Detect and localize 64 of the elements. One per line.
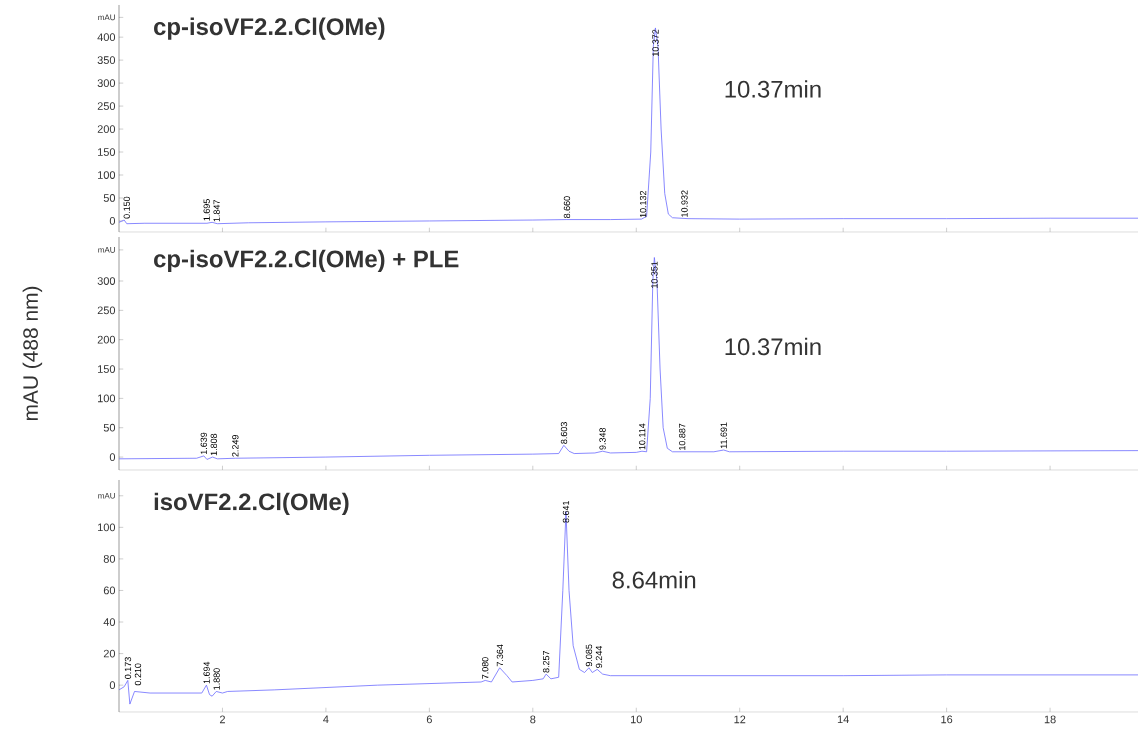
y-tick-label: 60 bbox=[103, 586, 116, 595]
annotation: 1.639 bbox=[200, 432, 207, 455]
y-tick-label: 200 bbox=[97, 335, 116, 344]
x-tick-label: 2 bbox=[219, 715, 225, 724]
annotation: 9.085 bbox=[585, 644, 593, 667]
annotation: 8.641 bbox=[562, 500, 570, 523]
y-tick-label: 150 bbox=[98, 148, 116, 156]
annotation: 0.210 bbox=[134, 663, 142, 686]
annotation: 11.691 bbox=[720, 422, 727, 449]
y-tick-label: 150 bbox=[98, 365, 116, 373]
y-tick-label: 20 bbox=[103, 649, 116, 658]
annotation: 8.257 bbox=[542, 650, 550, 673]
annotation: 10.372 bbox=[652, 29, 659, 56]
annotation: 10.37min bbox=[725, 80, 821, 98]
annotation: 1.847 bbox=[213, 200, 220, 222]
annotation: 10.887 bbox=[678, 423, 686, 450]
annotation: 10.932 bbox=[681, 190, 688, 217]
y-tick-label: 80 bbox=[103, 555, 116, 563]
annotation: 1.694 bbox=[203, 661, 210, 684]
annotation: 10.351 bbox=[651, 261, 658, 288]
x-tick-label: 6 bbox=[426, 715, 432, 724]
chart-title: cp-isoVF2.2.Cl(OMe) bbox=[154, 17, 385, 40]
y-tick-label: 0 bbox=[109, 681, 116, 690]
annotation: 8.603 bbox=[560, 422, 568, 444]
y-tick-label: 0 bbox=[109, 217, 116, 225]
annotation: 1.695 bbox=[203, 199, 210, 221]
y-tick-label: 300 bbox=[97, 277, 116, 285]
y-tick-label: 400 bbox=[97, 33, 116, 42]
x-tick-label: 12 bbox=[734, 715, 746, 724]
annotation: 0.150 bbox=[123, 196, 130, 219]
x-tick-label: 10 bbox=[631, 715, 642, 724]
x-tick-label: 4 bbox=[323, 715, 329, 724]
y-tick-label: 100 bbox=[98, 394, 116, 403]
y-tick-label: 50 bbox=[103, 423, 116, 432]
x-tick-label: 18 bbox=[1044, 715, 1056, 724]
text: cp-isoVF2.2.Cl(OMe) + PLE bbox=[154, 249, 459, 273]
annotation: 2.249 bbox=[232, 435, 239, 457]
annotation: 9.244 bbox=[595, 646, 603, 668]
x-tick-label: 16 bbox=[941, 715, 953, 724]
annotation: 1.880 bbox=[213, 668, 220, 690]
annotation: 10.132 bbox=[639, 190, 647, 218]
y-tick-label: 350 bbox=[97, 56, 116, 64]
y-tick-label: 40 bbox=[103, 618, 116, 626]
x-tick-label: 14 bbox=[837, 715, 849, 724]
annotation: 0.173 bbox=[124, 657, 132, 679]
x-tick-label: 8 bbox=[530, 715, 536, 724]
y-tick-label: 0 bbox=[109, 453, 116, 461]
y-tick-label: 300 bbox=[97, 79, 116, 87]
y-tick-label: 250 bbox=[97, 102, 116, 110]
annotation: 10.114 bbox=[638, 423, 646, 450]
annotation: 8.64min bbox=[612, 570, 696, 589]
y-tick-label: 200 bbox=[97, 125, 116, 133]
y-tick-label: 50 bbox=[103, 194, 116, 202]
y-tick-label: 100 bbox=[98, 523, 116, 532]
annotation: 10.37min bbox=[725, 337, 821, 356]
annotation: 9.348 bbox=[599, 427, 606, 450]
annotation: 7.364 bbox=[496, 644, 504, 667]
annotation: 8.660 bbox=[563, 196, 571, 218]
y-tick-label: 250 bbox=[97, 306, 116, 315]
annotation: 1.808 bbox=[210, 433, 218, 456]
text: isoVF2.2.Cl(OMe) bbox=[154, 492, 349, 516]
y-axis-title: mAU (488 nm) bbox=[22, 286, 43, 421]
y-tick-label: 100 bbox=[98, 171, 116, 179]
annotation: 7.080 bbox=[482, 657, 489, 679]
